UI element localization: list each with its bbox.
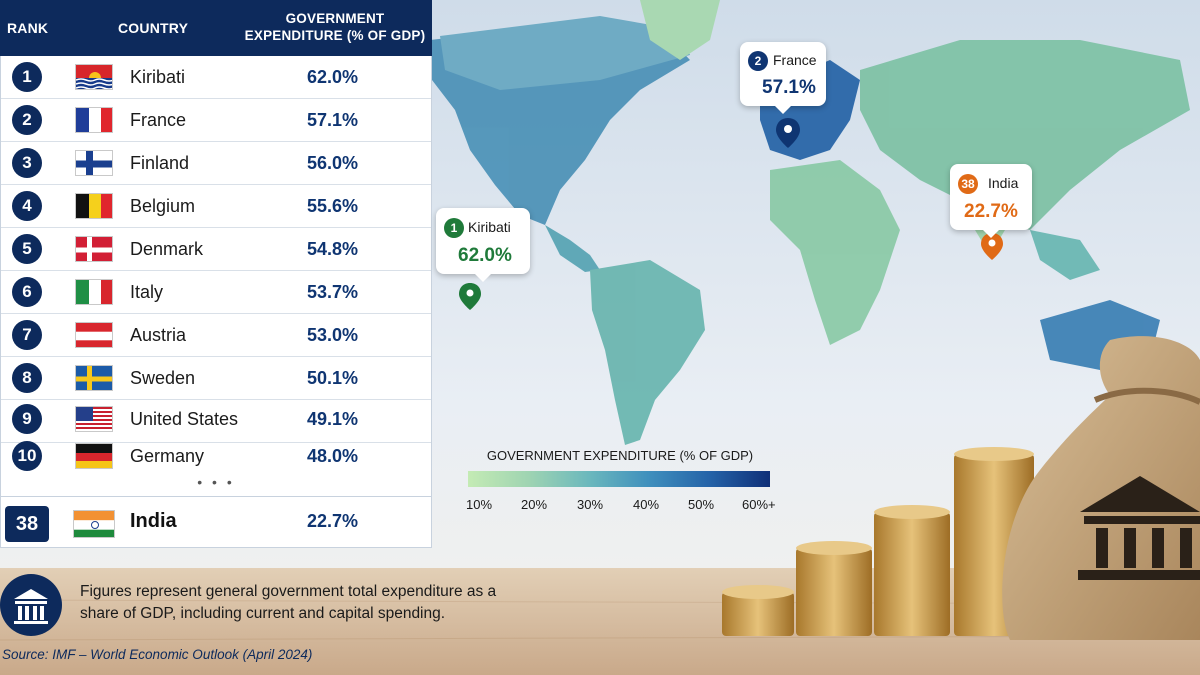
- italy-flag-icon: [75, 279, 113, 305]
- legend-tick: 50%: [688, 497, 715, 512]
- country-name: Belgium: [130, 196, 196, 216]
- map-pin-france: [776, 118, 800, 148]
- legend-tick: 40%: [633, 497, 660, 512]
- country-name: India: [130, 510, 177, 532]
- expenditure-value: 48.0%: [307, 446, 359, 466]
- rank-badge: 2: [12, 105, 42, 135]
- map-pin-india: [981, 233, 1003, 260]
- country-name: United States: [130, 409, 239, 429]
- table-row: 4 Belgium 55.6%: [1, 185, 431, 228]
- france-flag-icon: [75, 107, 113, 133]
- expenditure-value: 22.7%: [307, 511, 359, 531]
- legend-color-scale: [468, 471, 770, 487]
- legend-tick: 20%: [521, 497, 548, 512]
- expenditure-value: 56.0%: [307, 153, 359, 173]
- expenditure-value: 57.1%: [307, 110, 359, 130]
- header-country: COUNTRY: [118, 20, 189, 36]
- money-bag: [1002, 336, 1200, 640]
- table-row: 6 Italy 53.7%: [1, 271, 431, 314]
- table-row: 9 United States 49.1%: [1, 400, 431, 443]
- country-name: Denmark: [130, 239, 204, 259]
- sweden-flag-icon: [75, 365, 113, 391]
- table-row: 1 Kiribati 62.0%: [1, 56, 431, 99]
- rank-badge: 6: [12, 277, 42, 307]
- legend-tick: 60%+: [742, 497, 776, 512]
- southeast-asia: [1030, 230, 1100, 280]
- expenditure-value: 54.8%: [307, 239, 359, 259]
- government-building-icon: [0, 574, 62, 636]
- legend-tick: 30%: [577, 497, 604, 512]
- source-credit: Source: IMF – World Economic Outlook (Ap…: [2, 647, 313, 662]
- footnote-text: Figures represent general government tot…: [80, 583, 497, 622]
- callout-kiribati: 1 Kiribati 62.0%: [436, 208, 530, 282]
- country-name: Italy: [130, 282, 164, 302]
- table-row: 10 Germany 48.0%: [1, 438, 431, 481]
- callout-value: 22.7%: [964, 201, 1018, 222]
- table-row: 2 France 57.1%: [1, 99, 431, 142]
- table-row: 5 Denmark 54.8%: [1, 228, 431, 271]
- rank-badge: 8: [12, 363, 42, 393]
- map-pin-kiribati: [459, 283, 481, 310]
- rank-badge: 10: [12, 441, 42, 471]
- south-america: [590, 260, 705, 445]
- country-name: Germany: [130, 446, 205, 466]
- expenditure-value: 50.1%: [307, 368, 359, 388]
- denmark-flag-icon: [75, 236, 113, 262]
- callout-value: 62.0%: [458, 245, 512, 266]
- rank-badge: 3: [12, 148, 42, 178]
- ellipsis-separator: • • •: [197, 474, 235, 490]
- table-row: 8 Sweden 50.1%: [1, 357, 431, 400]
- callout-france: 2 France 57.1%: [740, 42, 826, 114]
- country-name: Kiribati: [130, 67, 186, 87]
- callout-country: Kiribati: [468, 219, 511, 235]
- country-name: Finland: [130, 153, 190, 173]
- expenditure-value: 53.7%: [307, 282, 359, 302]
- callout-rank-badge: 1: [444, 218, 464, 238]
- central-america: [545, 225, 600, 272]
- callout-rank-badge: 2: [748, 51, 768, 71]
- rank-badge: 4: [12, 191, 42, 221]
- bank-building-icon: [1078, 476, 1200, 580]
- table-row: 7 Austria 53.0%: [1, 314, 431, 357]
- header-rank: RANK: [7, 20, 49, 36]
- rank-badge: 9: [12, 404, 42, 434]
- callout-india: 38 India 22.7%: [950, 164, 1032, 238]
- ranking-table: RANK COUNTRY GOVERNMENT EXPENDITURE (% O…: [0, 0, 432, 548]
- legend-tick: 10%: [466, 497, 493, 512]
- callout-country: India: [988, 175, 1019, 191]
- expenditure-value: 55.6%: [307, 196, 359, 216]
- united-states-flag-icon: [75, 406, 113, 432]
- kiribati-flag-icon: [75, 64, 113, 90]
- india-flag-icon: [73, 510, 115, 538]
- table-body: 1 Kiribati 62.0% 2 France 57.1%: [0, 56, 432, 548]
- belgium-flag-icon: [75, 193, 113, 219]
- callout-country: France: [773, 52, 817, 68]
- callout-rank-badge: 38: [958, 174, 978, 194]
- callout-value: 57.1%: [762, 77, 816, 98]
- expenditure-value: 53.0%: [307, 325, 359, 345]
- header-expenditure: GOVERNMENT EXPENDITURE (% OF GDP): [244, 11, 426, 43]
- expenditure-value: 62.0%: [307, 67, 359, 87]
- legend-title: GOVERNMENT EXPENDITURE (% OF GDP): [486, 448, 754, 463]
- country-name: Sweden: [130, 368, 196, 388]
- table-header: RANK COUNTRY GOVERNMENT EXPENDITURE (% O…: [0, 0, 432, 56]
- country-name: France: [130, 110, 187, 130]
- table-row-highlight: 38 India 22.7%: [1, 496, 431, 548]
- austria-flag-icon: [75, 322, 113, 348]
- country-name: Austria: [130, 325, 187, 345]
- rank-badge: 5: [12, 234, 42, 264]
- finland-flag-icon: [75, 150, 113, 176]
- expenditure-value: 49.1%: [307, 409, 359, 429]
- greenland: [640, 0, 720, 60]
- rank-badge: 7: [12, 320, 42, 350]
- africa: [770, 160, 900, 345]
- rank-badge: 38: [5, 506, 49, 542]
- table-row: 3 Finland 56.0%: [1, 142, 431, 185]
- rank-badge: 1: [12, 62, 42, 92]
- canada: [440, 16, 690, 90]
- germany-flag-icon: [75, 443, 113, 469]
- asia: [860, 40, 1190, 230]
